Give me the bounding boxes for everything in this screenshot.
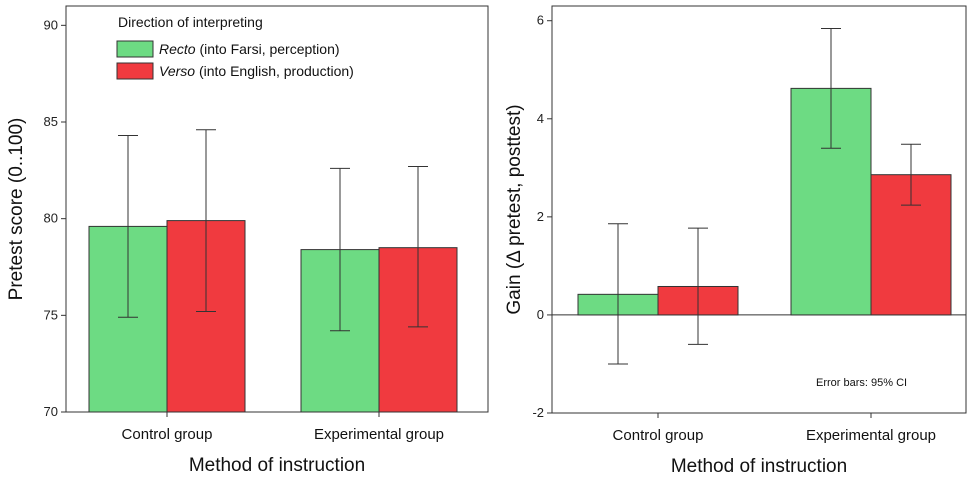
legend-label-recto: Recto (into Farsi, perception): [159, 41, 340, 57]
y-tick-label: 0: [537, 307, 544, 322]
legend-emphasis: Verso: [159, 63, 195, 79]
error-bars-note: Error bars: 95% CI: [816, 377, 907, 389]
x-axis-label: Method of instruction: [189, 455, 365, 476]
legend-rest: (into English, production): [195, 63, 354, 79]
legend-emphasis: Recto: [159, 41, 196, 57]
y-tick-label: 90: [44, 17, 58, 32]
plot-frame: [551, 5, 967, 414]
legend-label-verso: Verso (into English, production): [159, 63, 354, 79]
y-tick-label: 80: [44, 211, 58, 226]
x-category-label: Experimental group: [314, 426, 444, 443]
y-tick-label: 2: [537, 209, 544, 224]
y-tick-label: 75: [44, 307, 58, 322]
y-tick-label: 70: [44, 404, 58, 419]
x-category-label: Experimental group: [806, 427, 936, 444]
chart-panel-1: 70 75 80 85 90 Control group Experimental grou…: [6, 5, 489, 476]
chart-panel-2: -2 0 2 4 6 Control group Experimental group Met…: [504, 5, 967, 477]
y-axis-label: Gain (Δ pretest, posttest): [504, 104, 525, 314]
x-category-label: Control group: [122, 426, 213, 443]
legend-swatch-verso: [116, 62, 154, 80]
y-tick-label: 85: [44, 114, 58, 129]
y-axis-label: Pretest score (0..100): [6, 118, 27, 301]
y-tick-label: 6: [537, 13, 544, 28]
plot-frame: [65, 5, 489, 413]
legend-rest: (into Farsi, perception): [196, 41, 340, 57]
legend-title: Direction of interpreting: [118, 14, 263, 30]
x-category-label: Control group: [613, 427, 704, 444]
legend-swatch-recto: [116, 40, 154, 58]
y-tick-label: 4: [537, 111, 544, 126]
legend: Direction of interpreting Recto (into Far…: [116, 14, 354, 80]
y-tick-label: -2: [532, 405, 544, 420]
x-axis-label: Method of instruction: [671, 456, 847, 477]
